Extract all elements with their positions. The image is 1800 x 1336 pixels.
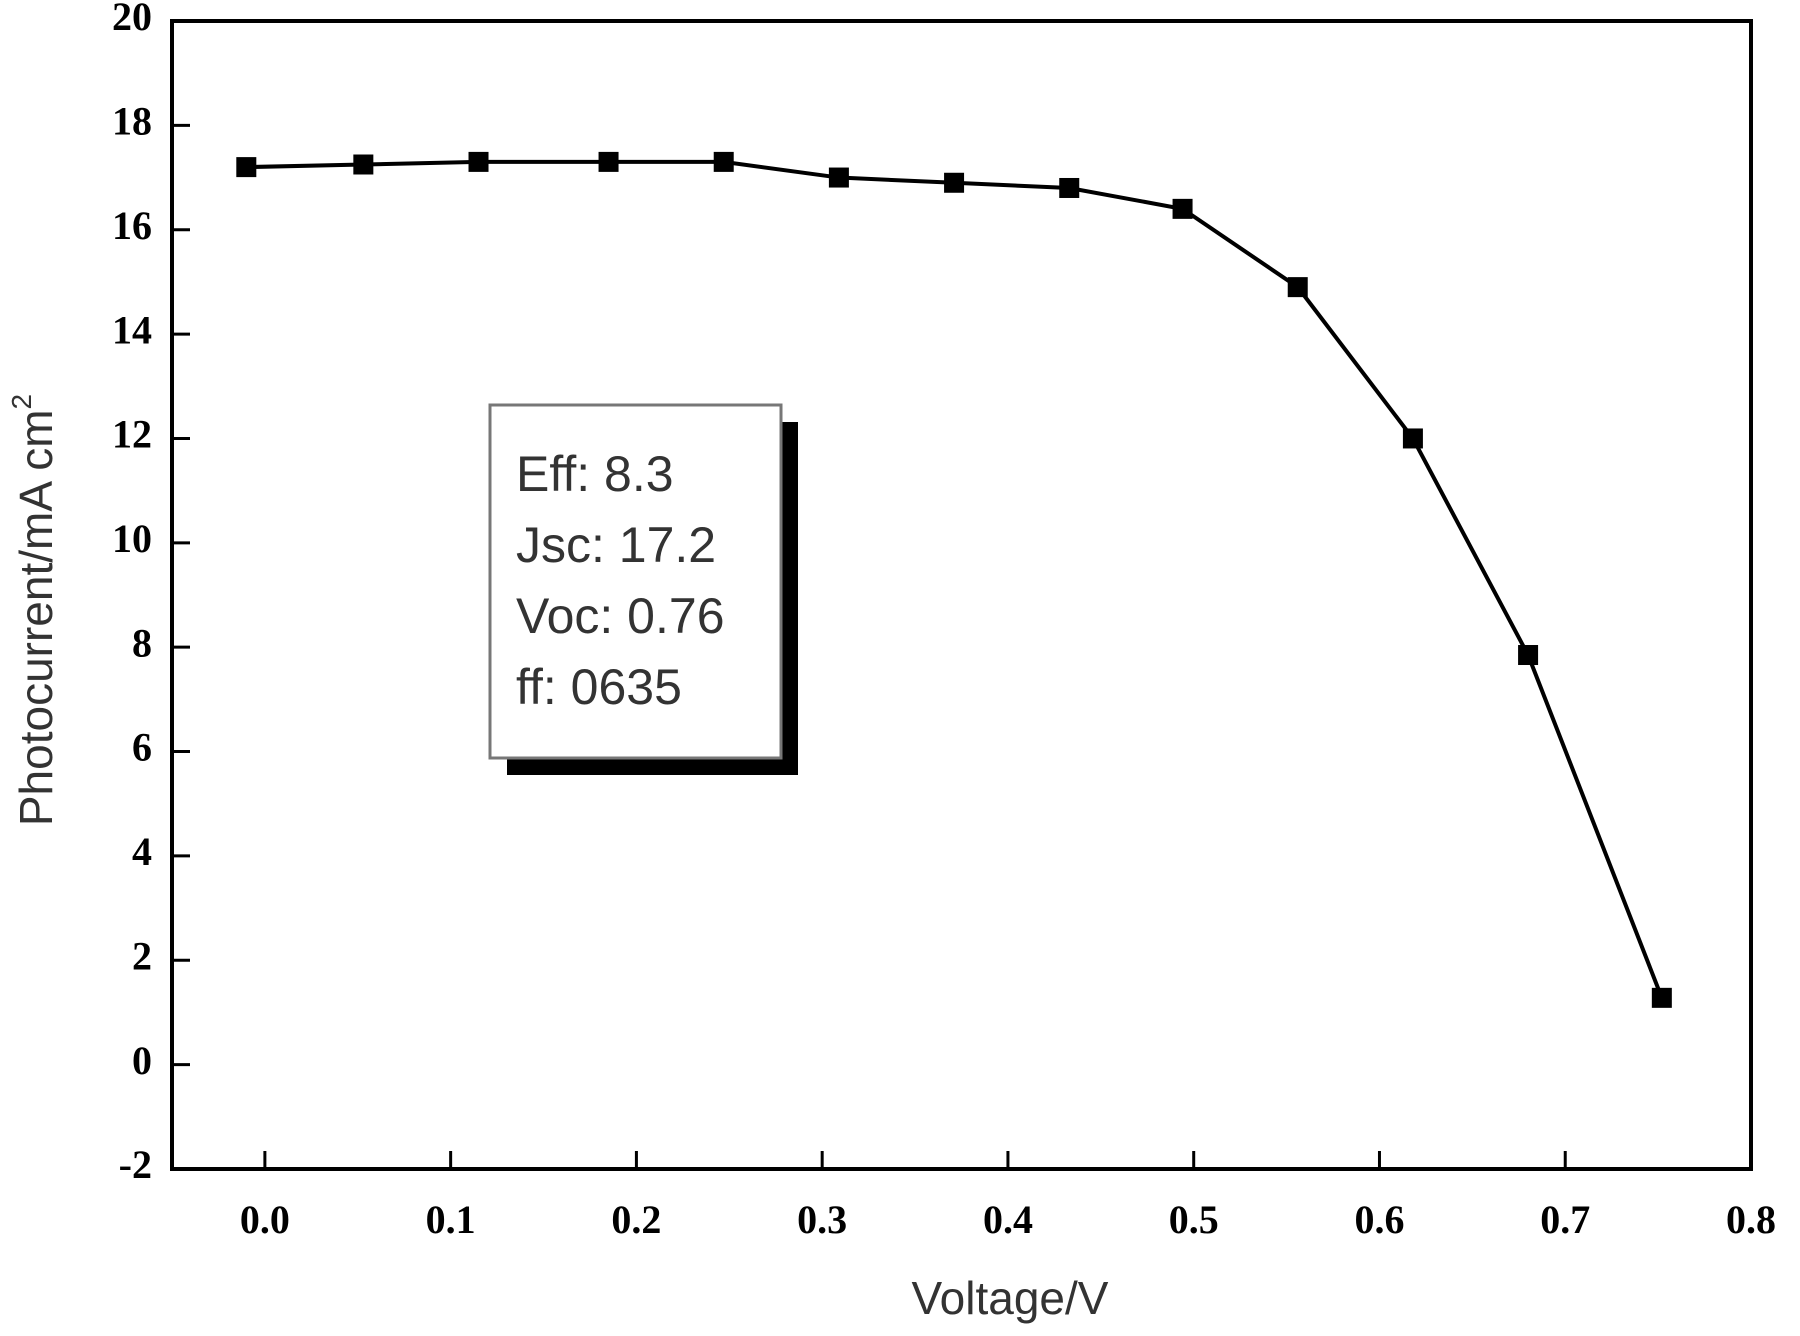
x-tick-label: 0.4 [983, 1197, 1033, 1242]
x-tick-label: 0.7 [1540, 1197, 1590, 1242]
data-point [1059, 177, 1080, 198]
annotation-box [488, 403, 783, 760]
data-point [1651, 987, 1672, 1008]
annotation-text: Voc: 0.76 [516, 588, 725, 644]
x-tick-label: 0.0 [240, 1197, 290, 1242]
y-tick-label: 14 [112, 307, 152, 352]
data-point [944, 172, 965, 193]
y-tick-label: 8 [132, 620, 152, 665]
data-point [353, 154, 374, 175]
x-tick-label: 0.1 [426, 1197, 476, 1242]
x-tick-label: 0.8 [1726, 1197, 1776, 1242]
data-point [1287, 277, 1308, 298]
y-tick-label: 2 [132, 933, 152, 978]
annotation-text: Jsc: 17.2 [516, 517, 716, 573]
x-tick-label: 0.3 [797, 1197, 847, 1242]
y-axis-label: Photocurrent/mA cm2 [6, 394, 62, 826]
y-tick-label: 0 [132, 1038, 152, 1083]
y-tick-label: 18 [112, 99, 152, 144]
data-point [468, 151, 489, 172]
y-tick-label: 10 [112, 516, 152, 561]
annotation-text: ff: 0635 [516, 659, 682, 715]
x-axis-label: Voltage/V [912, 1272, 1109, 1324]
y-tick-label: 6 [132, 725, 152, 770]
annotation-text: Eff: 8.3 [516, 446, 674, 502]
y-tick-label: 20 [112, 0, 152, 39]
plot-frame [170, 19, 1753, 1171]
data-line [246, 159, 1664, 999]
data-point [1518, 645, 1539, 666]
y-tick-label: -2 [119, 1142, 152, 1187]
data-point [828, 167, 849, 188]
data-point [236, 157, 257, 178]
data-point [713, 151, 734, 172]
y-tick-label: 16 [112, 203, 152, 248]
data-point [1172, 198, 1193, 219]
y-axis-label-superscript: 2 [6, 394, 37, 410]
x-tick-label: 0.6 [1354, 1197, 1404, 1242]
data-point [1402, 428, 1423, 449]
y-axis-label-text: Photocurrent/mA cm [10, 409, 62, 826]
x-tick-label: 0.2 [611, 1197, 661, 1242]
y-tick-label: 12 [112, 412, 152, 457]
data-point [598, 151, 619, 172]
x-tick-label: 0.5 [1169, 1197, 1219, 1242]
y-tick-label: 4 [132, 829, 152, 874]
